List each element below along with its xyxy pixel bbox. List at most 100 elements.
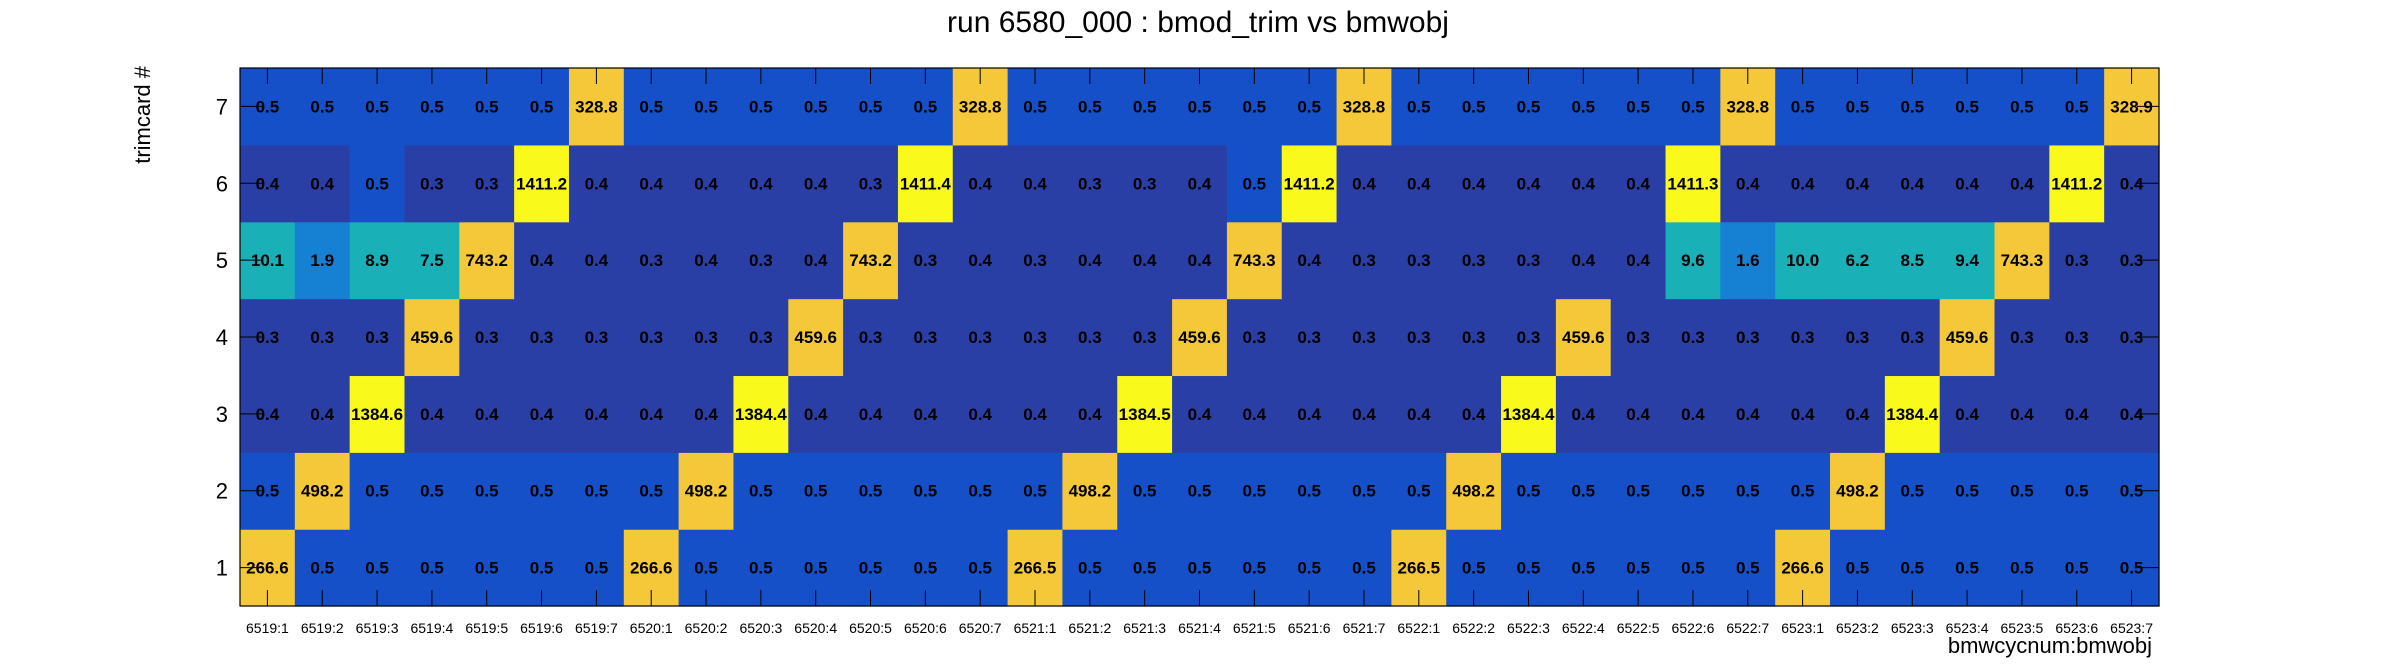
heatmap-cell [568,221,625,300]
cell-value-label: 0.5 [475,482,499,501]
x-tick-label: 6521:5 [1233,620,1276,636]
cell-value-label: 0.3 [365,328,389,347]
heatmap-cell [733,375,789,453]
heatmap-cell [1830,221,1886,300]
heatmap-cell [1720,298,1776,377]
heatmap-cell [733,144,789,223]
cell-value-label: 459.6 [794,328,837,347]
cell-value-label: 0.4 [804,174,828,193]
x-tick-label: 6522:7 [1726,620,1769,636]
heatmap-cell [1884,375,1941,453]
cell-value-label: 1411.3 [1667,174,1718,193]
cell-value-label: 0.5 [2120,559,2144,578]
cell-value-label: 0.5 [1791,482,1815,501]
cell-value-label: 0.5 [1955,482,1979,501]
heatmap-cell-labels: 266.6 0.5 0.5 0.5 0.5 0.5 0.5 266.6 0.5 0.5 0.5 0.5… [246,97,2153,577]
heatmap-cell [1281,452,1338,530]
cell-value-label: 0.4 [2065,405,2089,424]
heatmap-cell [1720,221,1776,300]
cell-value-label: 0.5 [1188,482,1212,501]
cell-value-label: 0.5 [530,97,554,116]
cell-value-label: 0.3 [2120,328,2144,347]
heatmap-cell [1939,144,1996,223]
heatmap-cell [1501,452,1557,530]
cell-value-label: 0.5 [365,482,389,501]
cell-value-label: 0.3 [914,328,938,347]
heatmap-cell [1939,375,1996,453]
x-tick-label: 6523:6 [2055,620,2098,636]
heatmap-cell [514,221,570,300]
cell-value-label: 0.5 [1736,482,1760,501]
heatmap-cell [1610,375,1667,453]
cell-value-label: 0.5 [1078,559,1102,578]
cell-value-label: 328.8 [1343,97,1386,116]
cell-value-label: 0.4 [530,251,554,270]
heatmap-cell [1720,375,1776,453]
heatmap-cell [1720,452,1776,530]
x-tick-label: 6523:1 [1781,620,1824,636]
cell-value-label: 0.3 [1407,328,1431,347]
y-tick-label: 2 [216,479,228,504]
cell-value-label: 0.3 [256,328,280,347]
heatmap-cell [1610,298,1667,377]
x-tick-label: 6521:4 [1178,620,1221,636]
heatmap-cell [1226,298,1283,377]
heatmap-cell [1007,144,1064,223]
cell-value-label: 0.4 [585,251,609,270]
cell-value-label: 0.3 [1462,251,1486,270]
heatmap-cell [349,221,406,300]
y-tick-label: 7 [216,94,228,119]
heatmap-cell [2049,144,2105,223]
x-tick-label: 6521:1 [1014,620,1057,636]
y-tick-label: 1 [216,556,228,581]
x-tick-label: 6519:3 [356,620,399,636]
heatmap-cell [1226,144,1283,223]
x-tick-label: 6520:6 [904,620,947,636]
cell-value-label: 266.5 [1398,559,1441,578]
cell-value-label: 0.5 [1955,97,1979,116]
heatmap-cell [1884,298,1941,377]
cell-value-label: 0.4 [310,174,334,193]
cell-value-label: 0.4 [1188,251,1212,270]
cell-value-label: 0.5 [968,559,992,578]
cell-value-label: 0.3 [310,328,334,347]
cell-value-label: 0.5 [1188,559,1212,578]
cell-value-label: 0.3 [2065,328,2089,347]
x-tick-label: 6519:4 [410,620,453,636]
cell-value-label: 0.4 [1626,251,1650,270]
cell-value-label: 0.5 [256,97,280,116]
heatmap-cell [788,452,844,530]
cell-value-label: 0.5 [420,559,444,578]
heatmap-cell [568,144,625,223]
heatmap-cell [678,375,735,453]
cell-value-label: 1.9 [310,251,334,270]
heatmap-cell [843,452,899,530]
heatmap-cell [788,144,844,223]
cell-value-label: 0.4 [1462,405,1486,424]
heatmap-cell [1884,221,1941,300]
cell-value-label: 743.3 [1233,251,1276,270]
cell-value-label: 0.3 [2120,251,2144,270]
cell-value-label: 0.3 [585,328,609,347]
cell-value-label: 0.4 [1023,405,1047,424]
cell-value-label: 498.2 [1069,482,1112,501]
y-tick-label: 3 [216,402,228,427]
cell-value-label: 459.6 [1178,328,1221,347]
heatmap-cell [568,298,625,377]
cell-value-label: 0.5 [1407,97,1431,116]
cell-value-label: 0.5 [1243,482,1267,501]
heatmap-cell [2049,298,2105,377]
cell-value-label: 0.5 [1352,482,1376,501]
heatmap-cell [1172,298,1228,377]
cell-value-label: 0.5 [804,482,828,501]
heatmap-cell [1172,452,1228,530]
heatmap-cell [1062,221,1118,300]
cell-value-label: 0.4 [310,405,334,424]
heatmap-cell [788,221,844,300]
cell-value-label: 0.5 [804,559,828,578]
heatmap-cell [1336,144,1392,223]
x-tick-label: 6519:1 [246,620,289,636]
cell-value-label: 0.3 [1352,328,1376,347]
cell-value-label: 0.3 [1462,328,1486,347]
